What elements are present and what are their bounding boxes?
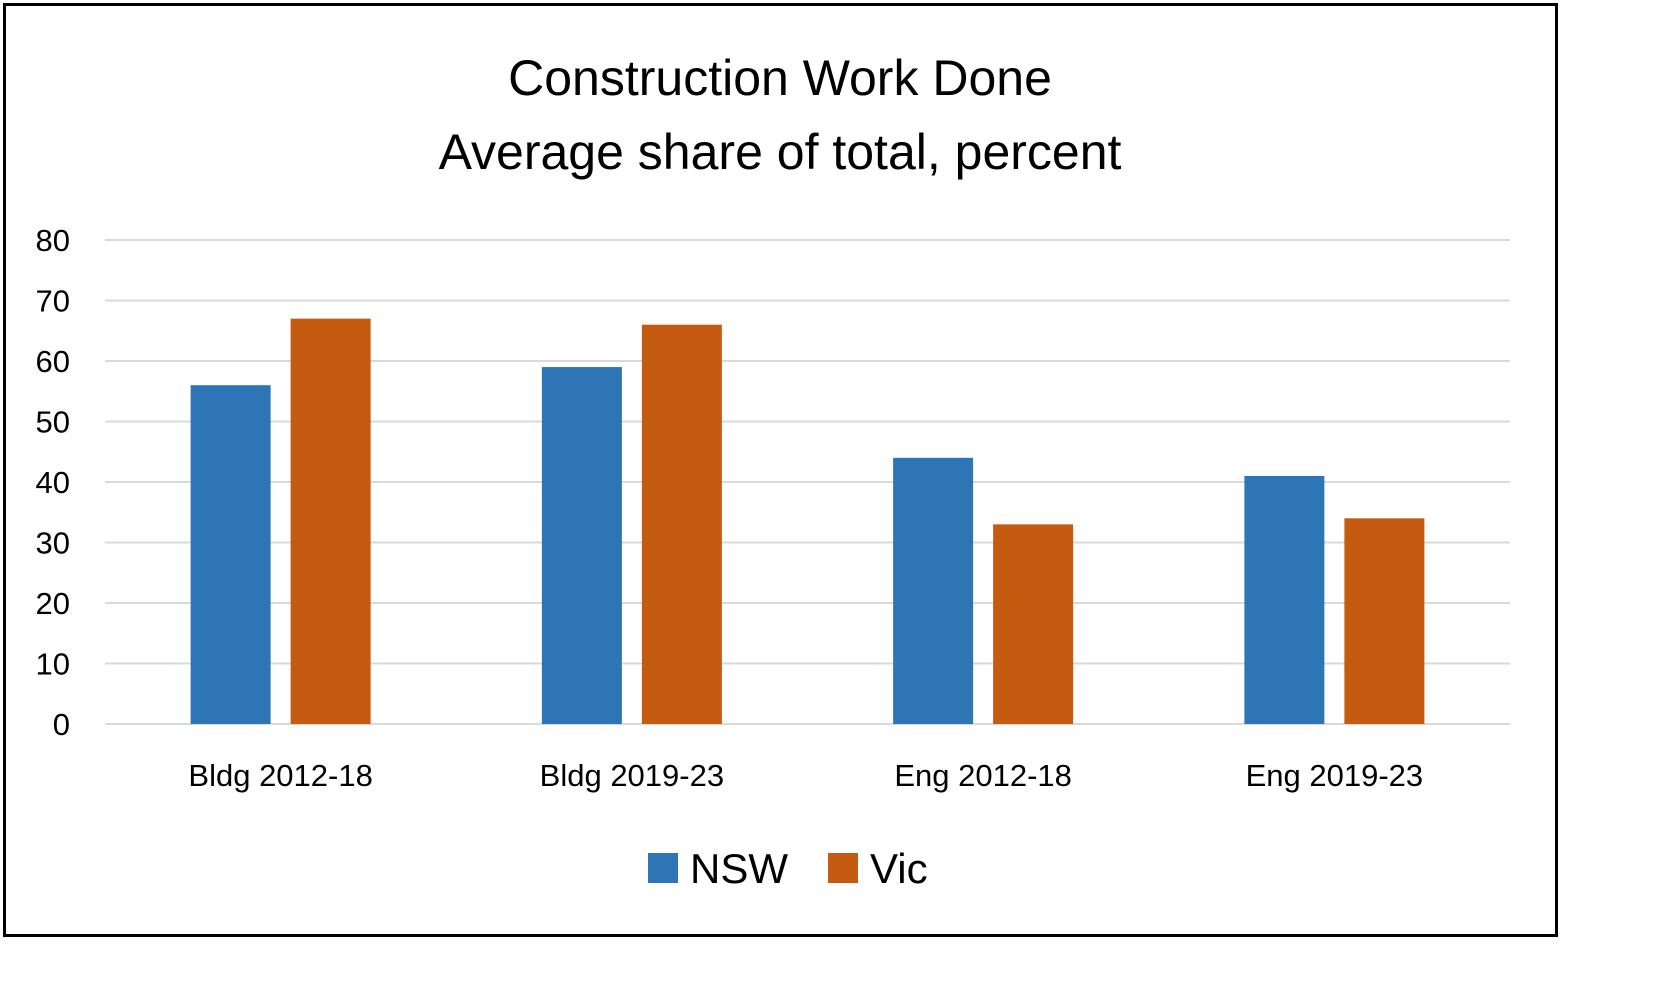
legend-swatch-vic [828,853,858,883]
y-tick-label: 0 [53,707,70,742]
y-tick-label: 20 [36,586,70,621]
x-axis: Bldg 2012-18 Bldg 2019-23 Eng 2012-18 Eng 2… [188,758,1423,793]
bar-vic-0 [290,318,371,724]
x-category-label: Eng 2019-23 [1246,758,1424,793]
y-tick-label: 10 [36,647,70,682]
bar-nsw-3 [1244,475,1325,724]
legend-label-vic: Vic [870,845,928,892]
bar-vic-1 [641,324,722,724]
x-category-label: Eng 2012-18 [894,758,1072,793]
y-tick-label: 60 [36,344,70,379]
y-tick-label: 70 [36,284,70,319]
bar-vic-2 [993,524,1074,724]
bar-vic-3 [1344,518,1425,724]
legend-label-nsw: NSW [690,845,788,892]
chart-subtitle: Average share of total, percent [439,124,1122,180]
y-tick-label: 40 [36,465,70,500]
chart-title: Construction Work Done [508,50,1052,106]
x-category-label: Bldg 2019-23 [540,758,724,793]
y-tick-label: 80 [36,223,70,258]
y-tick-label: 30 [36,526,70,561]
bar-nsw-1 [541,367,622,724]
legend: NSW Vic [648,845,928,892]
legend-swatch-nsw [648,853,678,883]
bars [190,318,1425,724]
bar-nsw-0 [190,385,271,724]
bar-nsw-2 [893,457,974,724]
x-category-label: Bldg 2012-18 [188,758,372,793]
y-axis: 0 10 20 30 40 50 60 70 80 [36,223,70,742]
y-tick-label: 50 [36,405,70,440]
